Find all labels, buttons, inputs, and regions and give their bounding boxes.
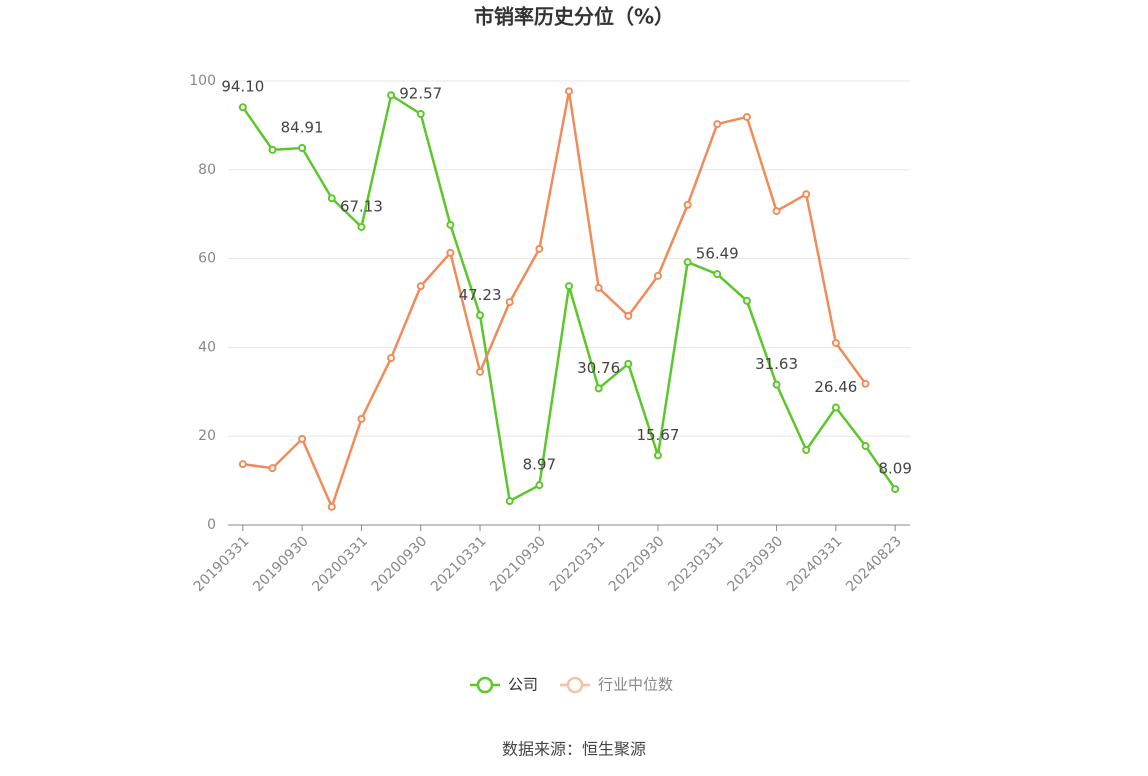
- point: [772, 380, 781, 389]
- y-tick-label: 80: [198, 162, 216, 178]
- x-tick-label: 20190930: [250, 533, 312, 595]
- point: [446, 220, 455, 229]
- x-tick-label: 20220930: [606, 533, 668, 595]
- x-tick-label: 20240331: [784, 533, 846, 595]
- point: [683, 200, 692, 209]
- point: [565, 87, 573, 96]
- data-label: 47.23: [459, 286, 502, 304]
- point: [476, 367, 485, 376]
- point: [357, 414, 366, 423]
- point: [802, 445, 811, 454]
- point: [357, 222, 366, 231]
- point: [535, 481, 544, 490]
- legend-marker: [566, 676, 584, 694]
- point: [653, 271, 662, 280]
- data-label: 8.97: [523, 456, 556, 474]
- x-tick-label: 20230331: [665, 533, 727, 595]
- point: [713, 270, 722, 279]
- x-tick-label: 20230930: [725, 533, 787, 595]
- data-label: 15.67: [636, 426, 679, 444]
- point: [772, 207, 781, 216]
- point: [416, 282, 425, 291]
- point: [861, 441, 870, 450]
- point: [594, 384, 603, 393]
- source: 数据来源：恒生聚源: [502, 740, 646, 759]
- point: [505, 497, 514, 506]
- point: [238, 460, 247, 469]
- point: [327, 502, 336, 511]
- data-label: 56.49: [696, 245, 739, 263]
- data-label: 84.91: [281, 118, 324, 136]
- x-tick-label: 20200331: [309, 533, 371, 595]
- point: [831, 403, 840, 412]
- point: [624, 359, 633, 368]
- point: [476, 311, 485, 320]
- x-tick-label: 20190331: [191, 533, 253, 595]
- x-tick-label: 20210331: [428, 533, 490, 595]
- point: [713, 120, 722, 129]
- data-label: 94.10: [221, 78, 264, 96]
- data-label: 30.76: [577, 359, 620, 377]
- y-tick-label: 0: [207, 517, 216, 533]
- point: [505, 298, 514, 307]
- data-label: 67.13: [340, 197, 383, 215]
- point: [653, 451, 662, 460]
- point: [742, 296, 751, 305]
- y-tick-label: 40: [198, 339, 216, 355]
- legend-label: 公司: [508, 676, 538, 694]
- point: [891, 485, 900, 494]
- series-line: [241, 93, 897, 503]
- point: [268, 464, 277, 473]
- point: [238, 103, 247, 112]
- point: [298, 143, 307, 152]
- point: [298, 434, 307, 443]
- legend-item: 公司: [470, 676, 538, 694]
- y-tick-label: 100: [189, 73, 216, 89]
- point: [387, 91, 396, 100]
- legend-marker: [476, 676, 494, 694]
- x-tick-label: 20210930: [487, 533, 549, 595]
- point: [742, 112, 751, 121]
- point: [683, 258, 692, 267]
- x-tick-label: 20220331: [547, 533, 609, 595]
- legend-label: 行业中位数: [598, 676, 673, 694]
- x-tick-label: 20200930: [369, 533, 431, 595]
- point: [624, 311, 633, 320]
- point: [594, 283, 603, 292]
- legend-item: 行业中位数: [560, 676, 673, 694]
- data-label: 92.57: [399, 84, 442, 102]
- point: [535, 244, 544, 253]
- y-tick-label: 20: [198, 428, 216, 444]
- data-label: 31.63: [755, 355, 798, 373]
- point: [565, 282, 573, 291]
- x-tick-label: 20240823: [843, 533, 905, 595]
- data-label: 8.09: [878, 460, 911, 478]
- point: [327, 194, 336, 203]
- point: [802, 190, 811, 199]
- point: [861, 379, 870, 388]
- point: [831, 338, 840, 347]
- point: [416, 109, 425, 118]
- point: [446, 248, 455, 257]
- point: [268, 145, 277, 154]
- chart-title: 市销率历史分位（%）: [474, 5, 674, 29]
- series-line: [242, 90, 867, 511]
- point: [387, 354, 396, 363]
- y-tick-label: 60: [198, 251, 216, 267]
- data-label: 26.46: [814, 378, 857, 396]
